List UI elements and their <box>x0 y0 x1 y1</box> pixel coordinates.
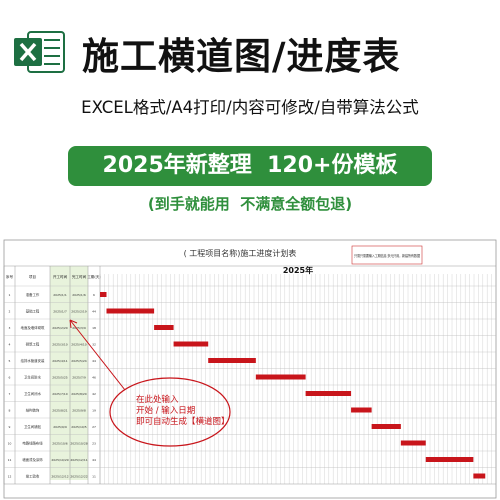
cell: 2025/7/10 <box>52 392 67 396</box>
cell: 2025/4/10 <box>71 343 86 347</box>
cell: 18 <box>92 326 96 330</box>
cell: 12 <box>8 475 12 479</box>
cell: 2025/10/28 <box>70 442 87 446</box>
cell: 7 <box>9 392 11 396</box>
cell: 2025/2/20 <box>52 326 67 330</box>
cell: 2025/8/20 <box>71 392 86 396</box>
cell: 2025/4/11 <box>52 359 67 363</box>
callout-ring <box>109 377 231 447</box>
cell: 9 <box>9 425 11 429</box>
cell: 2025/2/19 <box>71 310 86 314</box>
cell: 3 <box>9 326 11 330</box>
gantt-bar <box>106 308 155 314</box>
cell: 2025/1/7 <box>53 310 67 314</box>
gantt-bar <box>305 391 352 396</box>
cell: 准备工作 <box>26 292 40 297</box>
cell: 2025/7/9 <box>72 376 86 380</box>
cell: 2025/3/9 <box>72 326 86 330</box>
cell: 竣工验收 <box>26 474 40 479</box>
cell: 6 <box>93 293 95 297</box>
column-header: 开工时间 <box>53 274 68 279</box>
cell: 卫生间防水 <box>24 375 42 380</box>
guarantee: (到手就能用 不满意全额包退) <box>147 195 353 213</box>
cell: 1 <box>9 293 11 297</box>
cell: 4 <box>9 343 11 347</box>
gantt-bar <box>371 424 401 429</box>
cell: 2025/1/1 <box>53 293 67 297</box>
cell: 2025/12/11 <box>70 458 87 462</box>
cell: 6 <box>9 376 11 380</box>
column-header: 序号 <box>6 274 14 279</box>
cell: 砌筑工程 <box>26 342 40 347</box>
cell: 27 <box>92 425 96 429</box>
cell: 5 <box>9 359 11 363</box>
cell: 2025/10/6 <box>52 442 67 446</box>
cell: 电路线路布线 <box>22 441 43 446</box>
excel-icon <box>14 31 65 73</box>
cell: 46 <box>92 376 96 380</box>
cell: 2025/1/6 <box>72 293 86 297</box>
gantt-bar <box>173 341 209 347</box>
cell: 2025/9/9 <box>53 425 67 429</box>
gantt-bar <box>425 457 474 462</box>
cell: 11 <box>92 475 96 479</box>
cell: 2025/3/10 <box>52 343 67 347</box>
cell: 2025/10/5 <box>71 425 86 429</box>
year: 2025年 <box>283 265 313 275</box>
cell: 10 <box>8 442 12 446</box>
cell: 2025/5/24 <box>71 359 86 363</box>
note: 只需只需要输入工期信息 多元只用，新建所有数据 <box>354 253 421 258</box>
gantt-bar <box>255 374 306 380</box>
cell: 2025/5/25 <box>52 376 67 380</box>
cell: 44 <box>92 310 96 314</box>
sheet-title: ( 工程项目名称)施工进度计划表 <box>184 248 297 258</box>
gantt-bar <box>351 407 372 413</box>
cell: 2025/12/12 <box>51 475 68 479</box>
callout-text: 开始 / 输入日期 <box>136 405 195 416</box>
cell: 2025/10/29 <box>51 458 68 462</box>
callout-text: 即可自动生成【横道图】 <box>136 416 230 427</box>
column-header: 工期(天) <box>87 274 101 279</box>
column-header: 项目 <box>29 274 36 279</box>
cell: 11 <box>8 458 12 462</box>
cell: 给排水管道安装 <box>21 358 45 363</box>
cell: 8 <box>9 409 11 413</box>
subtitle: EXCEL格式/A4打印/内容可修改/自带算法公式 <box>81 98 419 117</box>
gantt-bar <box>400 440 426 446</box>
cell: 卫生间铺贴 <box>24 424 42 429</box>
cell: 卫生间闭水 <box>24 391 42 396</box>
cell: 2 <box>9 310 11 314</box>
note-box <box>351 245 423 265</box>
cell: 19 <box>92 409 96 413</box>
cell: 2025/12/22 <box>70 475 87 479</box>
cell: 32 <box>92 343 96 347</box>
gantt-bar <box>473 473 486 479</box>
cell: 结构装饰 <box>26 408 40 413</box>
gantt-bar <box>100 292 107 297</box>
callout-text: 在此处输入 <box>136 394 179 405</box>
cell: 42 <box>92 392 96 396</box>
cell: 2025/9/8 <box>72 409 86 413</box>
cell: 2025/8/21 <box>52 409 67 413</box>
title: 施工横道图/进度表 <box>82 35 401 78</box>
cell: 墙面漆及涂饰 <box>22 457 43 462</box>
banner: 2025年新整理 120+份模板 <box>68 146 432 186</box>
column-header: 完工时间 <box>72 274 87 279</box>
gantt-bar <box>208 358 256 363</box>
cell: 地面及墙体砌筑 <box>21 325 45 330</box>
cell: 23 <box>92 442 96 446</box>
cell: 基础工程 <box>26 309 40 314</box>
cell: 44 <box>92 359 96 363</box>
gantt-bar <box>154 325 174 330</box>
cell: 44 <box>92 458 96 462</box>
callout-arrow <box>69 319 126 391</box>
